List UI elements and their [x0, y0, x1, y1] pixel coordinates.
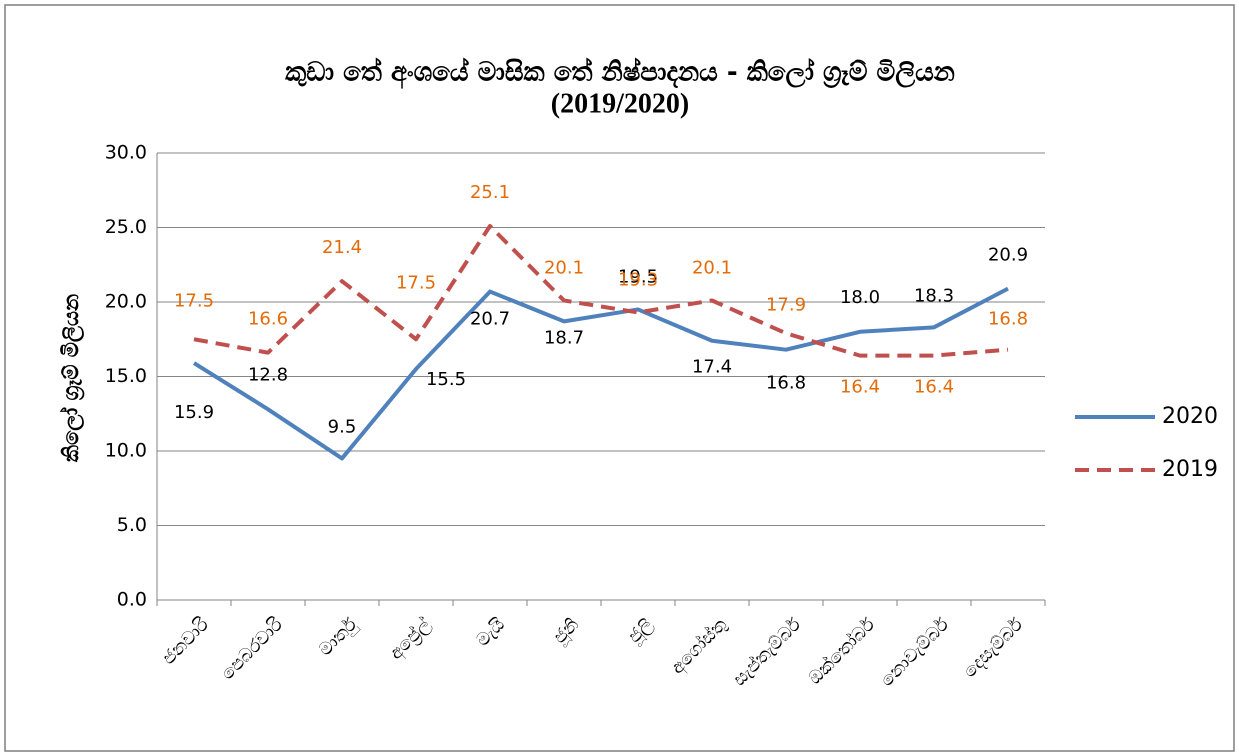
data-label: 19.3	[618, 269, 658, 290]
data-label: 18.3	[914, 285, 954, 306]
y-tick-label: 5.0	[117, 514, 147, 536]
data-label: 15.9	[174, 402, 214, 423]
data-label: 17.9	[766, 294, 806, 315]
data-label: 15.5	[426, 369, 466, 390]
data-label: 18.0	[840, 287, 880, 308]
data-label: 20.9	[988, 245, 1028, 266]
y-tick-label: 20.0	[105, 291, 147, 313]
series-line	[192, 286, 1009, 461]
y-tick-label: 15.0	[105, 365, 147, 387]
data-label: 9.5	[328, 416, 357, 437]
data-label: 16.8	[988, 309, 1028, 330]
y-tick-label: 30.0	[105, 142, 147, 164]
data-label: 17.5	[396, 272, 436, 293]
legend-label: 2019	[1162, 457, 1218, 482]
data-label: 25.1	[470, 182, 510, 203]
data-label: 17.5	[174, 290, 214, 311]
data-label: 16.8	[766, 373, 806, 394]
data-label: 21.4	[322, 237, 362, 258]
data-label: 17.4	[692, 357, 732, 378]
y-tick-label: 10.0	[105, 440, 147, 462]
legend-label: 2020	[1162, 404, 1218, 429]
y-axis-label: කිලෝ ග්‍රෑම් මිලියන	[59, 294, 85, 462]
data-label: 12.8	[248, 364, 288, 385]
chart-title: කුඩා තේ අංශයේ මාසික තේ නිෂ්පාදනය - කිලෝ …	[285, 57, 955, 89]
chart-frame	[4, 4, 1235, 752]
data-label: 18.7	[544, 327, 584, 348]
data-label: 19.5	[618, 266, 658, 287]
data-label: 16.4	[914, 377, 954, 398]
y-tick-label: 25.0	[105, 216, 147, 238]
data-label: 20.1	[692, 258, 732, 279]
series-line	[193, 224, 1009, 358]
data-label: 16.4	[840, 377, 880, 398]
y-tick-label: 0.0	[117, 589, 147, 611]
data-label: 20.1	[544, 258, 584, 279]
data-label: 20.7	[470, 309, 510, 330]
chart-title: (2019/2020)	[551, 88, 689, 119]
data-label: 16.6	[248, 309, 288, 330]
